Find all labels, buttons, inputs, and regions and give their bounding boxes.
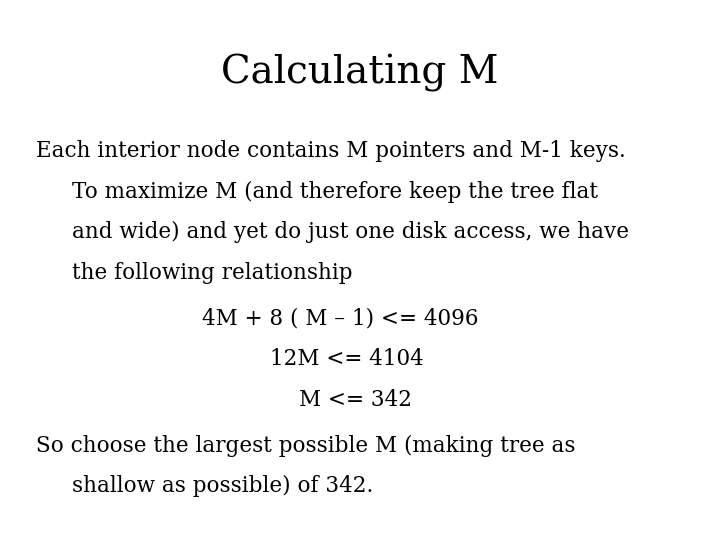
Text: Calculating M: Calculating M <box>221 54 499 92</box>
Text: and wide) and yet do just one disk access, we have: and wide) and yet do just one disk acces… <box>72 221 629 244</box>
Text: M <= 342: M <= 342 <box>299 389 412 411</box>
Text: shallow as possible) of 342.: shallow as possible) of 342. <box>72 475 373 497</box>
Text: the following relationship: the following relationship <box>72 262 353 284</box>
Text: 4M + 8 ( M – 1) <= 4096: 4M + 8 ( M – 1) <= 4096 <box>202 308 478 330</box>
Text: To maximize M (and therefore keep the tree flat: To maximize M (and therefore keep the tr… <box>72 181 598 203</box>
Text: So choose the largest possible M (making tree as: So choose the largest possible M (making… <box>36 435 575 457</box>
Text: 12M <= 4104: 12M <= 4104 <box>270 348 424 370</box>
Text: Each interior node contains M pointers and M-1 keys.: Each interior node contains M pointers a… <box>36 140 626 163</box>
